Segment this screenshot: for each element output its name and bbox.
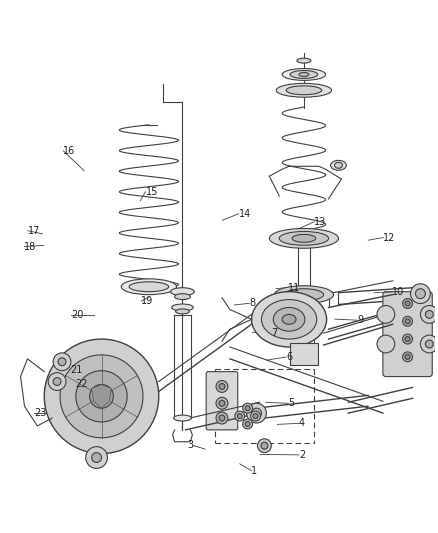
Ellipse shape — [297, 58, 311, 63]
Text: 23: 23 — [34, 408, 46, 418]
Ellipse shape — [172, 304, 193, 311]
Text: 1: 1 — [251, 466, 258, 475]
Ellipse shape — [176, 309, 189, 314]
Circle shape — [416, 289, 425, 298]
Circle shape — [237, 414, 242, 418]
Circle shape — [410, 284, 430, 303]
Text: 8: 8 — [249, 298, 255, 308]
Text: 15: 15 — [145, 187, 158, 197]
Circle shape — [53, 377, 61, 385]
Text: 22: 22 — [75, 379, 88, 390]
FancyBboxPatch shape — [206, 372, 238, 430]
Ellipse shape — [279, 231, 328, 245]
Circle shape — [219, 384, 225, 390]
Text: 13: 13 — [314, 217, 326, 227]
Text: 11: 11 — [288, 282, 300, 293]
Circle shape — [58, 358, 66, 366]
Circle shape — [44, 339, 159, 454]
Circle shape — [90, 384, 113, 408]
Ellipse shape — [299, 72, 309, 76]
Polygon shape — [92, 384, 111, 408]
Circle shape — [53, 353, 71, 370]
Ellipse shape — [335, 163, 343, 168]
Ellipse shape — [121, 279, 177, 295]
Ellipse shape — [276, 83, 332, 97]
Circle shape — [243, 403, 253, 413]
Circle shape — [403, 298, 413, 309]
Text: 9: 9 — [357, 315, 364, 325]
Circle shape — [86, 447, 107, 469]
Circle shape — [60, 355, 143, 438]
Circle shape — [420, 305, 438, 324]
Circle shape — [251, 411, 261, 421]
Circle shape — [405, 354, 410, 359]
Circle shape — [253, 414, 258, 418]
Circle shape — [216, 381, 228, 392]
Ellipse shape — [274, 286, 333, 303]
Text: 7: 7 — [271, 328, 277, 338]
Circle shape — [377, 335, 395, 353]
Circle shape — [403, 317, 413, 326]
Circle shape — [405, 301, 410, 306]
Text: 14: 14 — [238, 209, 251, 219]
Circle shape — [48, 373, 66, 390]
Text: 17: 17 — [28, 225, 40, 236]
Circle shape — [403, 352, 413, 362]
Ellipse shape — [173, 415, 191, 421]
Circle shape — [405, 337, 410, 342]
Text: 21: 21 — [70, 365, 82, 375]
Circle shape — [92, 453, 102, 463]
Text: 19: 19 — [141, 296, 153, 306]
Circle shape — [219, 400, 225, 406]
Text: 12: 12 — [383, 232, 396, 243]
Ellipse shape — [331, 160, 346, 170]
Ellipse shape — [273, 308, 305, 331]
Circle shape — [216, 397, 228, 409]
Circle shape — [235, 411, 245, 421]
Circle shape — [261, 442, 268, 449]
Ellipse shape — [251, 292, 327, 347]
Circle shape — [216, 412, 228, 424]
Ellipse shape — [175, 294, 191, 300]
Text: 3: 3 — [187, 440, 193, 450]
FancyBboxPatch shape — [383, 292, 432, 377]
Circle shape — [245, 422, 250, 426]
Bar — [290, 343, 318, 365]
Ellipse shape — [290, 70, 318, 78]
Circle shape — [405, 319, 410, 324]
Circle shape — [76, 370, 127, 422]
Circle shape — [245, 406, 250, 410]
Ellipse shape — [261, 300, 317, 339]
Text: 2: 2 — [299, 450, 305, 460]
Circle shape — [243, 419, 253, 429]
Text: 18: 18 — [25, 241, 37, 252]
Circle shape — [247, 403, 266, 423]
Circle shape — [219, 415, 225, 421]
Circle shape — [258, 439, 271, 453]
Circle shape — [251, 408, 261, 418]
Text: 6: 6 — [286, 352, 292, 362]
Text: 20: 20 — [71, 310, 84, 320]
Text: 16: 16 — [64, 146, 76, 156]
Circle shape — [425, 310, 433, 318]
Ellipse shape — [282, 69, 325, 80]
Ellipse shape — [286, 86, 321, 95]
Circle shape — [377, 305, 395, 324]
Text: 4: 4 — [299, 418, 305, 429]
Ellipse shape — [282, 314, 296, 324]
Ellipse shape — [269, 229, 339, 248]
Text: 5: 5 — [288, 398, 294, 408]
Ellipse shape — [292, 235, 316, 243]
Text: 10: 10 — [392, 287, 404, 297]
Ellipse shape — [171, 288, 194, 296]
Circle shape — [420, 335, 438, 353]
Ellipse shape — [284, 289, 324, 301]
Circle shape — [425, 340, 433, 348]
Ellipse shape — [129, 282, 169, 292]
Circle shape — [403, 334, 413, 344]
